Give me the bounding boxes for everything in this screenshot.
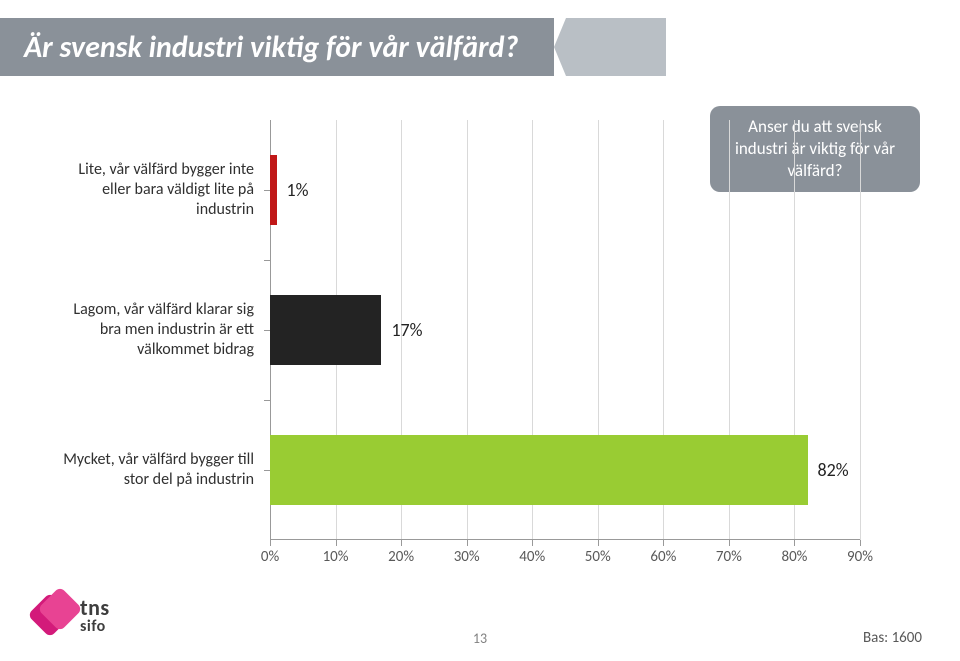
logo-text-sifo: sifo — [80, 619, 110, 635]
bar-value-label: 1% — [287, 179, 309, 201]
x-axis-label: 70% — [716, 548, 742, 566]
x-tick — [270, 540, 271, 546]
logo-mark-icon — [30, 593, 76, 639]
x-tick — [663, 540, 664, 546]
x-axis-label: 0% — [261, 548, 279, 566]
x-axis-label: 40% — [519, 548, 545, 566]
bar — [270, 435, 808, 505]
x-axis-label: 20% — [388, 548, 414, 566]
x-tick — [467, 540, 468, 546]
x-axis — [270, 539, 860, 540]
x-axis-label: 30% — [454, 548, 480, 566]
x-axis-label: 90% — [847, 548, 873, 566]
bar — [270, 155, 277, 225]
page-title: Är svensk industri viktig för vår välfär… — [24, 29, 518, 66]
x-axis-label: 60% — [650, 548, 676, 566]
x-tick — [860, 540, 861, 546]
bar — [270, 295, 381, 365]
y-sep — [264, 400, 270, 401]
grid-line — [860, 120, 861, 540]
x-tick — [532, 540, 533, 546]
bar-chart: 1% 17% 82% 0% 10% 20% 30% 40% 50% 60% 70% 80% 90% L… — [50, 120, 890, 580]
bar-value-label: 17% — [391, 319, 422, 341]
title-bar: Är svensk industri viktig för vår välfär… — [0, 18, 554, 76]
category-label: Lite, vår välfärd bygger inte eller bara… — [50, 160, 260, 220]
chart-plot-area: 1% 17% 82% — [270, 120, 860, 540]
x-axis-label: 80% — [781, 548, 807, 566]
category-label: Mycket, vår välfärd bygger till stor del… — [50, 450, 260, 490]
bar-value-label: 82% — [818, 459, 849, 481]
x-tick — [598, 540, 599, 546]
x-tick — [336, 540, 337, 546]
x-tick — [794, 540, 795, 546]
page-number: 13 — [473, 630, 487, 647]
logo-text-tns: tns — [80, 597, 110, 619]
x-axis-label: 10% — [323, 548, 349, 566]
category-label: Lagom, vår välfärd klarar sig bra men in… — [50, 300, 260, 360]
x-tick — [401, 540, 402, 546]
x-tick — [729, 540, 730, 546]
footnote-base: Bas: 1600 — [863, 629, 922, 647]
tns-sifo-logo: tns sifo — [30, 593, 110, 639]
x-axis-label: 50% — [585, 548, 611, 566]
y-sep — [264, 260, 270, 261]
x-axis-labels: 0%10%20%30%40%50%60%70%80%90% — [270, 548, 860, 568]
